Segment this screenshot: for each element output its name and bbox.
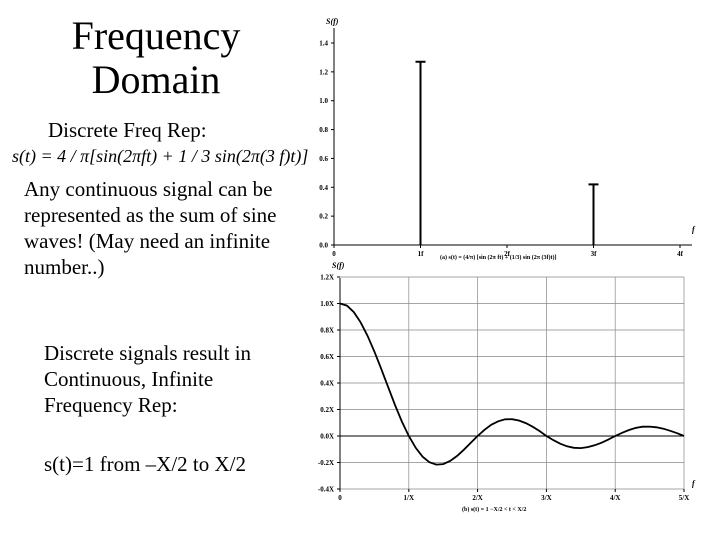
chart-b-series-line	[339, 302, 685, 466]
subtitle: Discrete Freq Rep:	[48, 118, 207, 142]
chart-b-y-tick-label: 0.0X	[320, 433, 334, 441]
chart-a-y-label: S(f)	[326, 17, 339, 26]
chart-b-x-tick-label: 0	[338, 494, 342, 502]
chart-a-y-tick-label: 0.0	[319, 242, 328, 250]
chart-b-caption: (b) s(t) = 1 −X/2 < t < X/2	[462, 506, 526, 513]
chart-a-x-label: f	[692, 225, 696, 234]
chart-b-x-tick-label: 1/X	[404, 494, 415, 502]
chart-a-caption: (a) s(t) = (4/π) [sin (2π ft) + (1/3) si…	[440, 254, 557, 261]
chart-b-y-tick-label: 0.8X	[320, 327, 334, 335]
chart-b-y-tick-label: 0.4X	[320, 380, 334, 388]
chart-a-y-tick-label: 0.8	[319, 126, 328, 134]
chart-b-y-tick-label: 0.6X	[320, 353, 334, 361]
chart-b-x-tick-label: 2/X	[472, 494, 483, 502]
chart-b-y-tick-label: -0.2X	[318, 459, 334, 467]
chart-a-y-tick-label: 0.6	[319, 155, 328, 163]
chart-b-y-tick-label: -0.4X	[318, 486, 334, 494]
page-title: Frequency Domain	[71, 13, 241, 102]
continuous-spectrum-chart: S(f) f -0.4X -0.2X 0.0X 0.2X 0.4X 0.6X 0.8X 1.0…	[318, 261, 696, 513]
discrete-spectrum-chart: S(f) f 0.0 0.2 0.4 0.6 0.8 1.0 1.2 1.4 0 1f 2f 3f 4…	[319, 17, 696, 261]
chart-a-y-tick-label: 1.4	[319, 40, 328, 48]
chart-b-y-tick-label: 1.0X	[320, 300, 334, 308]
formula: s(t) = 4 / π[sin(2πft) + 1 / 3 sin(2π(3 …	[12, 146, 309, 166]
chart-a-x-tick-label: 3f	[591, 250, 598, 258]
chart-b-x-tick-label: 4/X	[610, 494, 621, 502]
chart-a-y-tick-label: 1.2	[319, 68, 328, 76]
chart-a-y-tick-label: 0.2	[319, 213, 328, 221]
chart-b-y-label: S(f)	[332, 261, 345, 270]
chart-b-x-tick-label: 5/X	[679, 494, 690, 502]
paragraph-sine-sum: Any continuous signal can be represented…	[24, 177, 277, 279]
chart-a-x-tick-label: 2f	[504, 250, 511, 258]
chart-b-y-tick-label: 0.2X	[320, 406, 334, 414]
paragraph-discrete-signals: Discrete signals result in Continuous, I…	[44, 341, 252, 417]
chart-a-y-tick-label: 0.4	[319, 184, 328, 192]
chart-b-x-label: f	[692, 479, 696, 488]
chart-a-x-tick-label: 0	[332, 250, 336, 258]
chart-b-x-tick-label: 3/X	[541, 494, 552, 502]
chart-a-y-tick-label: 1.0	[319, 97, 328, 105]
chart-a-x-tick-label: 1f	[418, 250, 425, 258]
chart-a-x-tick-label: 4f	[677, 250, 684, 258]
paragraph-signal-definition: s(t)=1 from –X/2 to X/2	[44, 452, 246, 476]
chart-b-y-tick-label: 1.2X	[320, 274, 334, 282]
